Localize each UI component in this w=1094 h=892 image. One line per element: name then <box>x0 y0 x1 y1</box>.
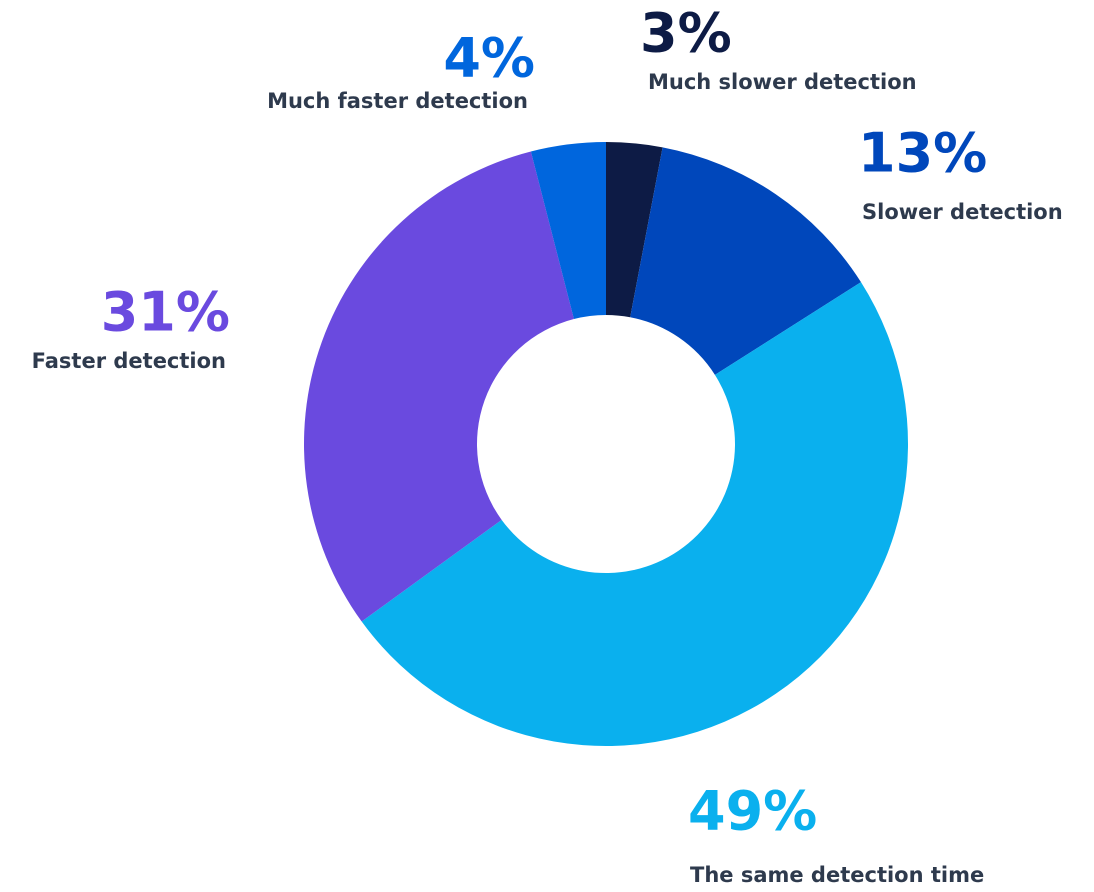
percent-label: 3% <box>640 2 732 65</box>
category-label: The same detection time <box>690 863 984 887</box>
donut-slice <box>361 282 909 747</box>
donut-slice <box>530 142 606 320</box>
donut-slice <box>630 147 861 375</box>
percent-label: 49% <box>688 780 817 843</box>
category-label: Much slower detection <box>648 70 917 94</box>
category-label: Faster detection <box>32 349 226 373</box>
category-label: Slower detection <box>862 200 1063 224</box>
percent-label: 13% <box>858 122 987 185</box>
percent-label: 31% <box>101 281 230 344</box>
donut-slice <box>606 142 663 318</box>
donut-slice <box>303 151 574 622</box>
percent-label: 4% <box>443 27 535 90</box>
category-label: Much faster detection <box>267 89 528 113</box>
